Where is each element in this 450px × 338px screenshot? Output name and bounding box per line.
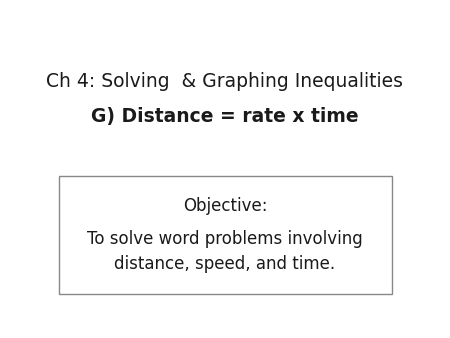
- Text: G) Distance = rate x time: G) Distance = rate x time: [91, 107, 359, 126]
- FancyBboxPatch shape: [58, 176, 392, 294]
- Text: To solve word problems involving
distance, speed, and time.: To solve word problems involving distanc…: [87, 230, 363, 273]
- Text: Ch 4: Solving  & Graphing Inequalities: Ch 4: Solving & Graphing Inequalities: [46, 72, 404, 91]
- Text: Objective:: Objective:: [183, 197, 267, 215]
